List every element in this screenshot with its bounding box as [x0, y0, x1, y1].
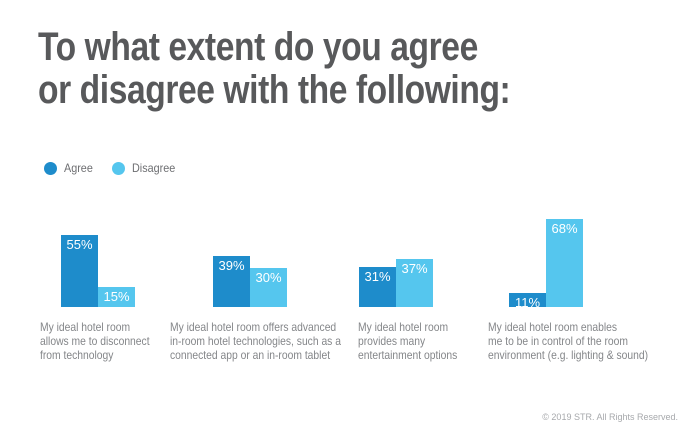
- category-line: My ideal hotel room: [358, 320, 449, 334]
- disagree-bar: 30%: [250, 268, 287, 307]
- bar-group-technologies: 39% 30%: [213, 256, 287, 307]
- percent-label: 31%: [364, 269, 391, 284]
- legend: Agree Disagree: [44, 161, 180, 175]
- category-line: environment (e.g. lighting & sound): [488, 348, 649, 362]
- bar-group-environment: 11% 68%: [509, 219, 583, 310]
- category-label-environment: My ideal hotel room enables me to be in …: [488, 320, 648, 362]
- category-line: My ideal hotel room enables: [488, 320, 618, 334]
- agree-bar: 31%: [359, 267, 396, 307]
- category-line: provides many: [358, 334, 426, 348]
- category-label-technologies: My ideal hotel room offers advanced in-r…: [170, 320, 341, 362]
- category-line: from technology: [40, 348, 114, 362]
- category-line: entertainment options: [358, 348, 458, 362]
- category-line: in-room hotel technologies, such as a: [170, 334, 341, 348]
- disagree-swatch-icon: [112, 161, 126, 175]
- legend-item-disagree: Disagree: [112, 161, 180, 175]
- category-label-disconnect: My ideal hotel room allows me to disconn…: [40, 320, 150, 362]
- category-line: My ideal hotel room: [40, 320, 131, 334]
- percent-label: 30%: [255, 270, 282, 285]
- bar-group-disconnect: 55% 15%: [61, 235, 135, 307]
- category-line: allows me to disconnect: [40, 334, 150, 348]
- disagree-bar: 68%: [546, 219, 583, 307]
- legend-label-disagree: Disagree: [132, 161, 176, 175]
- percent-label: 15%: [103, 289, 130, 304]
- bar-group-entertainment: 31% 37%: [359, 259, 433, 307]
- agree-bar: 39%: [213, 256, 250, 307]
- page-title-line2: or disagree with the following:: [38, 68, 511, 112]
- page-title: To what extent do you agree or disagree …: [38, 25, 511, 112]
- legend-label-agree: Agree: [64, 161, 93, 175]
- page-title-line1: To what extent do you agree: [38, 25, 478, 69]
- agree-bar: 55%: [61, 235, 98, 307]
- disagree-bar: 37%: [396, 259, 433, 307]
- percent-label: 55%: [66, 237, 93, 252]
- percent-label: 11%: [514, 295, 541, 310]
- category-line: connected app or an in-room tablet: [170, 348, 331, 362]
- category-line: My ideal hotel room offers advanced: [170, 320, 337, 334]
- disagree-bar: 15%: [98, 287, 135, 307]
- copyright-text: © 2019 STR. All Rights Reserved.: [542, 412, 678, 422]
- percent-label: 39%: [218, 258, 245, 273]
- category-line: me to be in control of the room: [488, 334, 628, 348]
- category-label-entertainment: My ideal hotel room provides many entert…: [358, 320, 457, 362]
- agree-swatch-icon: [44, 161, 57, 175]
- agree-bar: 11%: [509, 293, 546, 310]
- percent-label: 37%: [401, 261, 428, 276]
- legend-item-agree: Agree: [44, 161, 96, 175]
- percent-label: 68%: [551, 221, 578, 236]
